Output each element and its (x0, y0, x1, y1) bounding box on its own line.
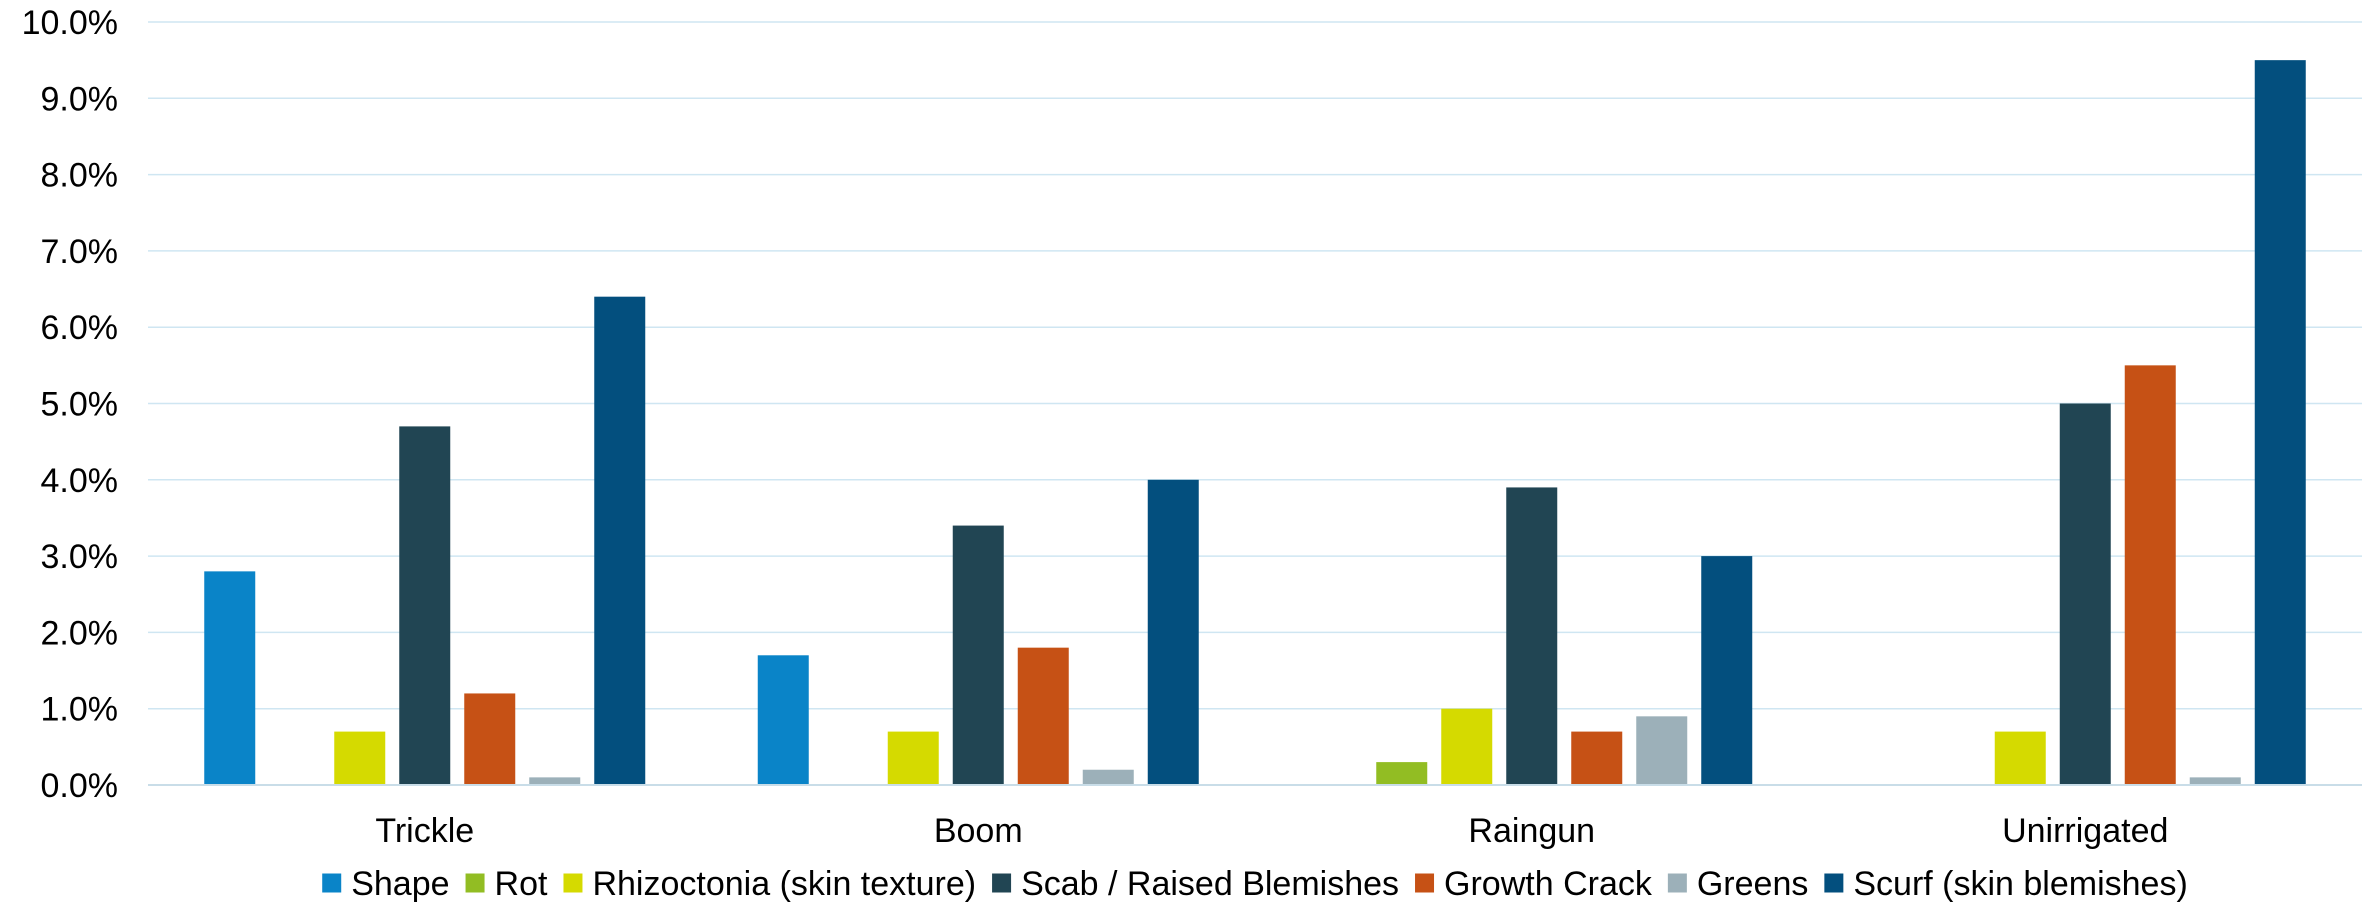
legend-item: Shape (322, 865, 450, 903)
bar-raingun-4 (1571, 731, 1623, 785)
legend-label: Shape (351, 865, 449, 903)
legend-item: Rot (465, 865, 548, 903)
y-tick-label: 10.0% (22, 4, 118, 42)
gridlines (148, 21, 2362, 710)
x-category-label: Trickle (375, 812, 474, 850)
y-tick-label: 3.0% (41, 538, 119, 576)
bar-boom-5 (1082, 769, 1134, 785)
bar-unirrigated-6 (2254, 60, 2306, 785)
bar-boom-0 (757, 655, 809, 785)
x-category-label: Unirrigated (2002, 812, 2168, 850)
bar-raingun-5 (1636, 716, 1688, 785)
bar-raingun-2 (1441, 708, 1493, 785)
legend-label: Growth Crack (1444, 865, 1653, 903)
bar-unirrigated-2 (1994, 731, 2046, 785)
bar-raingun-3 (1506, 487, 1558, 785)
legend-swatch (1415, 873, 1435, 893)
legend-label: Rhizoctonia (skin texture) (592, 865, 976, 903)
legend-item: Scab / Raised Blemishes (992, 865, 1399, 903)
bar-boom-2 (887, 731, 939, 785)
legend-swatch (1824, 873, 1844, 893)
bar-raingun-1 (1376, 762, 1428, 785)
legend-item: Growth Crack (1415, 865, 1653, 903)
bar-trickle-0 (204, 571, 256, 785)
legend-label: Greens (1697, 865, 1809, 903)
legend-label: Rot (495, 865, 548, 903)
y-axis-tick-labels: 0.0% 1.0% 2.0% 3.0% 4.0% 5.0% 6.0% 7.0% 8.0% 9.0%… (22, 4, 118, 805)
legend-swatch (563, 873, 583, 893)
bar-trickle-4 (464, 693, 516, 785)
legend-label: Scurf (skin blemishes) (1853, 865, 2187, 903)
y-tick-label: 6.0% (41, 309, 119, 347)
y-tick-label: 9.0% (41, 80, 119, 118)
bar-unirrigated-3 (2059, 403, 2111, 785)
x-category-label: Boom (934, 812, 1023, 850)
legend: Shape Rot Rhizoctonia (skin texture) Scab /… (322, 865, 2188, 903)
bar-boom-4 (1017, 647, 1069, 785)
y-tick-label: 1.0% (41, 691, 119, 729)
legend-swatch (465, 873, 485, 893)
legend-swatch (1667, 873, 1687, 893)
legend-label: Scab / Raised Blemishes (1021, 865, 1399, 903)
bar-trickle-2 (334, 731, 386, 785)
y-tick-label: 2.0% (41, 614, 119, 652)
y-tick-label: 7.0% (41, 233, 119, 271)
y-tick-label: 4.0% (41, 462, 119, 500)
legend-item: Greens (1667, 865, 1809, 903)
legend-swatch (992, 873, 1012, 893)
bar-trickle-3 (399, 426, 451, 785)
y-tick-label: 5.0% (41, 386, 119, 424)
y-tick-label: 8.0% (41, 157, 119, 195)
bar-boom-3 (952, 525, 1004, 785)
y-tick-label: 0.0% (41, 767, 119, 805)
bar-unirrigated-4 (2124, 365, 2176, 785)
bar-boom-6 (1147, 479, 1199, 785)
x-category-label: Raingun (1468, 812, 1595, 850)
x-axis-category-labels: Trickle Boom Raingun Unirrigated (375, 812, 2168, 850)
bar-trickle-6 (594, 296, 646, 785)
legend-item: Rhizoctonia (skin texture) (563, 865, 976, 903)
bar-unirrigated-5 (2189, 777, 2241, 785)
bar-raingun-6 (1701, 556, 1753, 785)
legend-item: Scurf (skin blemishes) (1824, 865, 2188, 903)
bar-trickle-5 (529, 777, 581, 785)
bars (204, 60, 2306, 785)
legend-swatch (322, 873, 342, 893)
